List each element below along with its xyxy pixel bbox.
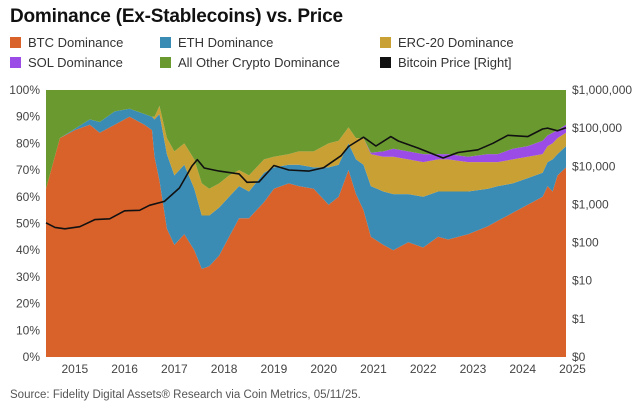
y-right-tick-label: $1	[572, 312, 586, 326]
y-left-tick-label: 10%	[16, 323, 40, 337]
x-tick-label: 2019	[261, 362, 288, 376]
y-right-tick-label: $100,000	[572, 121, 622, 135]
x-tick-label: 2020	[310, 362, 337, 376]
legend-swatch-eth	[160, 37, 171, 48]
legend-swatch-erc20	[380, 37, 391, 48]
area-erc-20-dominance	[46, 106, 566, 216]
y-left-tick-label: 20%	[16, 297, 40, 311]
x-tick-label: 2018	[211, 362, 238, 376]
x-tick-label: 2024	[509, 362, 536, 376]
legend-swatch-btc	[10, 37, 21, 48]
x-tick-label: 2022	[410, 362, 437, 376]
legend-label-erc20: ERC-20 Dominance	[398, 35, 514, 50]
source-note: Source: Fidelity Digital Assets® Researc…	[10, 389, 361, 401]
chart-title: Dominance (Ex-Stablecoins) vs. Price	[10, 6, 343, 27]
legend-swatch-sol	[10, 57, 21, 68]
y-left-tick-label: 70%	[16, 163, 40, 177]
y-left-tick-label: 90%	[16, 110, 40, 124]
area-eth-dominance	[46, 108, 566, 269]
y-left-tick-label: 100%	[9, 83, 40, 97]
x-tick-label: 2021	[360, 362, 387, 376]
legend-label-eth: ETH Dominance	[178, 35, 274, 50]
y-left-tick-label: 40%	[16, 243, 40, 257]
y-right-tick-label: $100	[572, 236, 599, 250]
chart-legend: BTC Dominance ETH Dominance ERC-20 Domin…	[10, 35, 630, 73]
legend-item-erc20: ERC-20 Dominance	[380, 35, 514, 50]
legend-label-other: All Other Crypto Dominance	[178, 55, 340, 70]
y-right-tick-label: $10	[572, 274, 592, 288]
legend-label-btc: BTC Dominance	[28, 35, 124, 50]
legend-item-btc-price: Bitcoin Price [Right]	[380, 55, 511, 70]
y-right-tick-label: $1,000,000	[572, 83, 632, 97]
y-left-tick-label: 50%	[16, 217, 40, 231]
legend-item-sol: SOL Dominance	[10, 55, 123, 70]
x-tick-label: 2025	[559, 362, 586, 376]
y-left-tick-label: 0%	[23, 350, 41, 364]
legend-swatch-other	[160, 57, 171, 68]
legend-item-other: All Other Crypto Dominance	[160, 55, 340, 70]
x-tick-label: 2015	[62, 362, 89, 376]
y-right-tick-label: $10,000	[572, 159, 616, 173]
x-tick-label: 2023	[460, 362, 487, 376]
btc-price-line	[45, 126, 567, 230]
legend-item-eth: ETH Dominance	[160, 35, 273, 50]
legend-swatch-btc-price	[380, 57, 391, 68]
y-right-tick-label: $0	[572, 350, 586, 364]
y-left-tick-label: 60%	[16, 190, 40, 204]
y-left-tick-label: 80%	[16, 136, 40, 150]
x-tick-label: 2016	[111, 362, 138, 376]
legend-item-btc: BTC Dominance	[10, 35, 123, 50]
area-all-other-crypto-dominance	[46, 90, 566, 189]
y-right-tick-label: $1,000	[572, 197, 609, 211]
x-tick-label: 2017	[161, 362, 188, 376]
y-left-tick-label: 30%	[16, 270, 40, 284]
legend-label-btc-price: Bitcoin Price [Right]	[398, 55, 512, 70]
legend-label-sol: SOL Dominance	[28, 55, 123, 70]
area-btc-dominance	[46, 116, 566, 357]
